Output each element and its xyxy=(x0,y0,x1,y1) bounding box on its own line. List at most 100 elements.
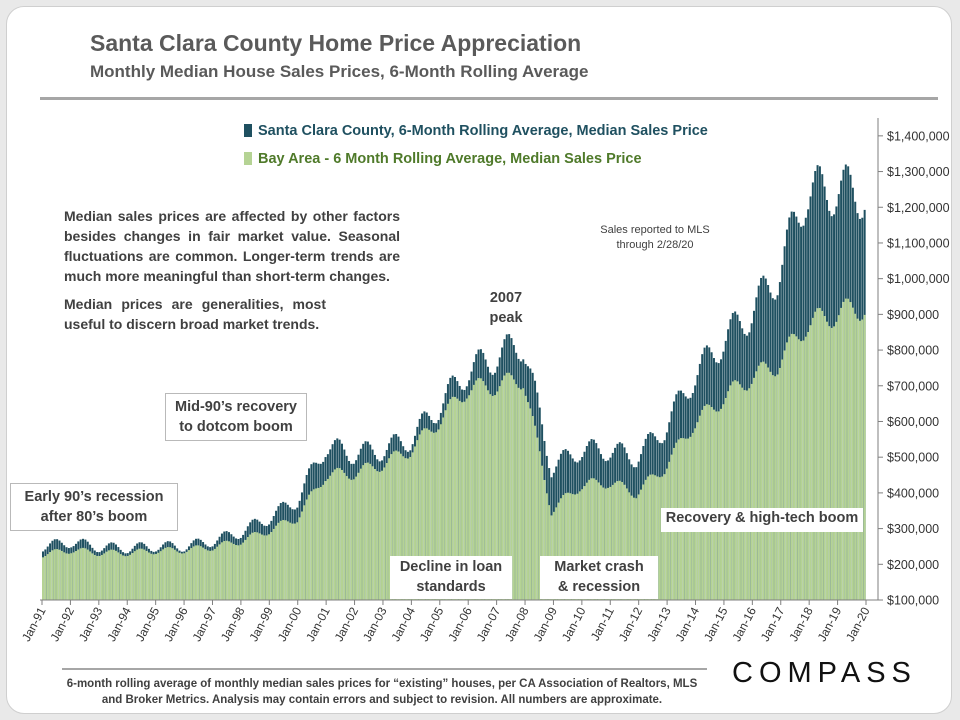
bar-bars-bay-342 xyxy=(847,298,850,600)
bar-bars-bay-332 xyxy=(823,316,826,600)
compass-logo: COMPASS xyxy=(732,657,917,689)
bar-bars-bay-16 xyxy=(79,548,82,600)
bar-bars-bay-229 xyxy=(581,489,584,600)
bar-bars-bay-105 xyxy=(289,522,292,600)
note-paragraph-2: Median prices are generalities, most use… xyxy=(64,296,326,332)
bar-bars-bay-24 xyxy=(98,555,101,600)
x-tick-label: Jan-04 xyxy=(388,605,418,644)
bar-bars-bay-164 xyxy=(428,429,431,600)
bar-bars-bay-11 xyxy=(67,553,70,600)
bar-bars-bay-259 xyxy=(651,474,654,600)
bar-bars-bay-160 xyxy=(418,434,421,600)
bar-bars-bay-176 xyxy=(456,398,459,600)
bar-bars-bay-202 xyxy=(517,387,520,600)
bar-bars-bay-66 xyxy=(197,545,200,600)
bar-bars-bay-72 xyxy=(211,550,214,600)
bar-bars-bay-177 xyxy=(458,400,461,600)
bar-bars-bay-139 xyxy=(369,463,372,600)
bar-bars-bay-123 xyxy=(331,472,334,600)
bar-bars-bay-23 xyxy=(96,555,99,600)
bar-bars-bay-285 xyxy=(712,409,715,600)
bar-bars-bay-119 xyxy=(322,484,325,600)
x-tick-label: Jan-02 xyxy=(332,605,362,644)
bar-bars-bay-84 xyxy=(239,544,242,600)
bar-bars-bay-143 xyxy=(378,471,381,600)
bar-bars-bay-178 xyxy=(461,402,464,600)
bar-bars-bay-74 xyxy=(216,546,219,600)
annotation-early-90s: Early 90’s recession after 80’s boom xyxy=(10,483,178,531)
bar-bars-bay-255 xyxy=(642,484,645,600)
bar-bars-bay-243 xyxy=(614,482,617,600)
bar-bars-bay-311 xyxy=(774,376,777,600)
bar-bars-bay-318 xyxy=(790,333,793,600)
bar-bars-bay-343 xyxy=(849,302,852,600)
bar-bars-bay-340 xyxy=(842,301,845,600)
bar-bars-bay-241 xyxy=(609,486,612,600)
legend-label-bay: Bay Area - 6 Month Rolling Average, Medi… xyxy=(258,151,642,167)
bar-bars-bay-337 xyxy=(835,321,838,600)
bar-bars-bay-88 xyxy=(249,534,252,600)
bar-bars-bay-281 xyxy=(703,405,706,600)
bar-bars-bay-34 xyxy=(122,555,125,600)
bar-bars-bay-303 xyxy=(755,371,758,600)
bar-bars-bay-125 xyxy=(336,467,339,600)
bar-bars-bay-175 xyxy=(454,396,456,600)
bar-bars-bay-174 xyxy=(451,396,454,600)
bar-bars-bay-282 xyxy=(705,404,708,600)
bar-bars-bay-302 xyxy=(752,377,755,600)
y-tick-label: $600,000 xyxy=(887,415,939,429)
bar-bars-bay-288 xyxy=(720,408,723,600)
bar-bars-bay-48 xyxy=(155,553,158,600)
bar-bars-bay-151 xyxy=(397,451,400,600)
bar-bars-bay-104 xyxy=(286,521,289,600)
y-tick-label: $400,000 xyxy=(887,486,939,500)
bar-bars-bay-345 xyxy=(854,313,857,600)
bar-bars-bay-121 xyxy=(326,478,329,600)
bar-bars-bay-59 xyxy=(180,553,183,600)
bar-bars-bay-122 xyxy=(329,475,332,600)
x-tick-label: Jan-01 xyxy=(303,605,333,644)
bar-bars-bay-29 xyxy=(110,549,113,600)
bar-bars-bay-64 xyxy=(192,546,195,600)
bar-bars-bay-136 xyxy=(362,465,365,600)
x-tick-label: Jan-07 xyxy=(474,605,504,644)
bar-bars-bay-89 xyxy=(251,532,254,600)
bar-bars-bay-209 xyxy=(534,425,537,600)
bar-bars-bay-70 xyxy=(206,550,209,600)
bar-bars-bay-192 xyxy=(494,395,497,600)
bar-bars-bay-239 xyxy=(604,488,607,600)
bar-bars-bay-65 xyxy=(195,545,198,600)
bar-bars-bay-1 xyxy=(44,555,47,600)
bar-bars-bay-161 xyxy=(421,430,424,600)
bar-bars-bay-31 xyxy=(114,550,117,600)
bar-bars-bay-100 xyxy=(277,522,280,600)
bar-bars-bay-296 xyxy=(738,384,741,600)
bar-bars-bay-217 xyxy=(552,511,555,600)
bar-bars-bay-325 xyxy=(807,331,810,600)
bar-bars-bay-32 xyxy=(117,552,120,600)
bar-bars-bay-233 xyxy=(590,478,593,600)
bar-bars-bay-237 xyxy=(599,485,602,600)
bar-bars-bay-200 xyxy=(512,379,515,600)
bar-bars-bay-46 xyxy=(150,553,153,600)
bar-bars-bay-258 xyxy=(649,474,652,600)
bar-bars-bay-218 xyxy=(555,507,558,600)
bar-bars-bay-213 xyxy=(543,480,546,600)
bar-bars-bay-17 xyxy=(82,547,85,600)
bar-bars-bay-132 xyxy=(352,479,355,600)
bar-bars-bay-168 xyxy=(437,429,440,600)
bar-bars-bay-280 xyxy=(701,409,704,600)
bar-bars-bay-22 xyxy=(93,554,96,600)
bar-bars-bay-82 xyxy=(235,545,238,600)
bar-bars-bay-36 xyxy=(126,555,129,600)
bar-bars-bay-182 xyxy=(470,390,473,600)
bar-bars-bay-117 xyxy=(317,487,320,600)
bar-bars-bay-147 xyxy=(388,458,391,600)
bar-bars-bay-331 xyxy=(821,310,824,600)
x-tick-label: Jan-12 xyxy=(616,605,646,644)
bar-bars-bay-4 xyxy=(51,550,54,600)
bar-bars-bay-111 xyxy=(303,505,306,600)
bar-bars-bay-298 xyxy=(743,390,746,600)
bar-bars-bay-321 xyxy=(797,339,800,600)
bar-bars-bay-185 xyxy=(477,378,480,600)
